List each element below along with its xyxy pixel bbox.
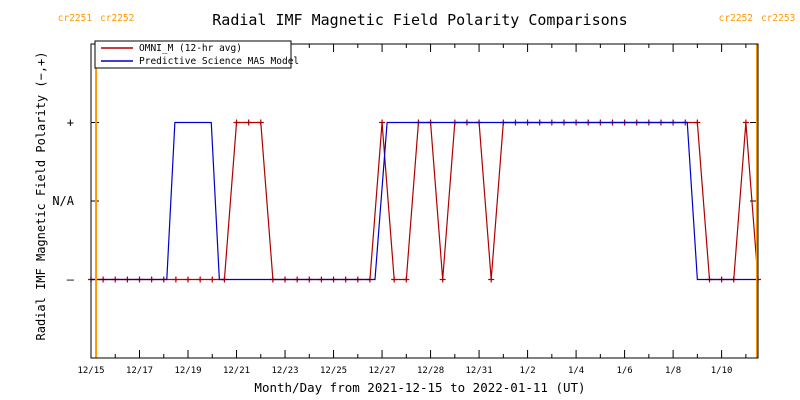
x-tick-label: 12/31: [466, 366, 493, 376]
omni-data-point: [245, 119, 252, 126]
legend-label-omni: OMNI_M (12-hr avg): [139, 43, 242, 54]
legend: OMNI_M (12-hr avg) Predictive Science MA…: [94, 40, 299, 69]
mas-model-polarity-line: [91, 121, 758, 281]
carrington-label-before: cr2252: [719, 13, 753, 24]
x-tick-label: 12/19: [174, 366, 201, 376]
x-tick-label: 12/25: [320, 366, 347, 376]
omni-data-point: [488, 276, 495, 283]
x-axis-ticks: 12/15 12/17 12/19 12/21 12/23 12/25 12/27 12/28…: [77, 44, 747, 376]
plot-frame: [90, 43, 759, 359]
x-tick-label: 1/2: [519, 366, 535, 376]
carrington-label-after: cr2253: [761, 13, 795, 24]
x-tick-label: 1/6: [616, 366, 632, 376]
series-layer: [88, 119, 761, 283]
omni-data-point: [209, 276, 216, 283]
carrington-label-after: cr2252: [100, 13, 134, 24]
legend-label-mas: Predictive Science MAS Model: [139, 56, 299, 67]
y-tick-label: N/A: [52, 194, 74, 208]
y-axis-label: Radial IMF Magnetic Field Polarity (−,+): [34, 52, 48, 341]
omni-data-point: [257, 119, 264, 126]
omni-data-point: [403, 276, 410, 283]
omni-data-point: [233, 119, 240, 126]
omni-data-point: [439, 276, 446, 283]
omni-data-point: [694, 119, 701, 126]
x-tick-label: 12/17: [126, 366, 153, 376]
x-tick-label: 12/27: [369, 366, 396, 376]
chart-title: Radial IMF Magnetic Field Polarity Compa…: [212, 11, 627, 29]
x-tick-label: 12/21: [223, 366, 250, 376]
x-tick-label: 12/28: [417, 366, 444, 376]
x-tick-label: 1/10: [711, 366, 733, 376]
carrington-label-before: cr2251: [58, 13, 93, 24]
x-axis-label: Month/Day from 2021-12-15 to 2022-01-11 …: [254, 380, 585, 395]
omni-data-point: [172, 276, 179, 283]
x-tick-label: 12/15: [77, 366, 104, 376]
omni-data-point: [197, 276, 204, 283]
omni-data-point: [185, 276, 192, 283]
carrington-lines: [95, 44, 758, 358]
y-tick-label: +: [67, 116, 74, 130]
carrington-labels: cr2251 cr2252 cr2252 cr2253: [58, 13, 796, 24]
x-tick-label: 1/8: [665, 366, 681, 376]
x-tick-label: 1/4: [568, 366, 584, 376]
legend-box: [94, 40, 292, 69]
x-tick-label: 12/23: [271, 366, 298, 376]
omni-data-point: [379, 119, 386, 126]
y-tick-label: –: [67, 273, 75, 287]
omni-data-point: [391, 276, 398, 283]
omni-data-point: [742, 119, 749, 126]
